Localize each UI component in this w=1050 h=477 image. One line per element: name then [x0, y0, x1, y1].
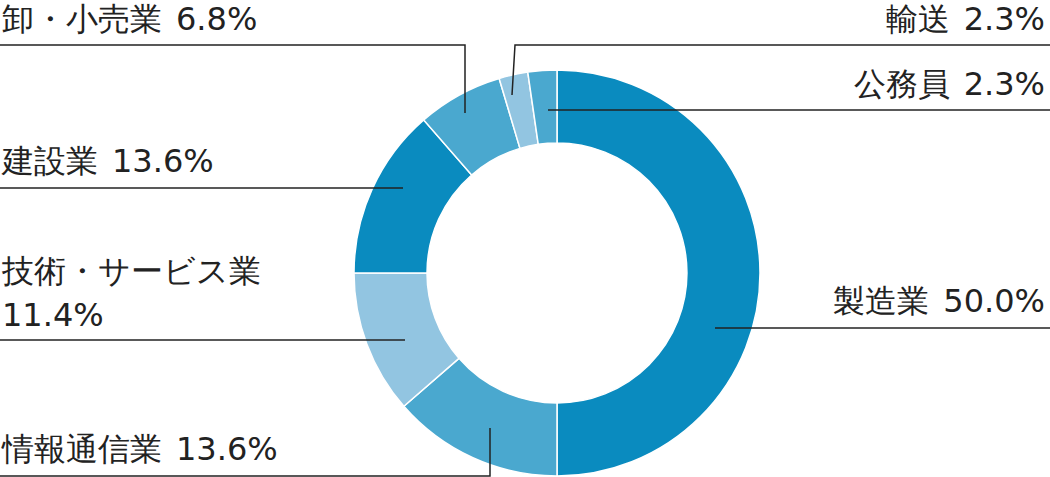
svg-text:技術・サービス業: 技術・サービス業 [8, 252, 261, 290]
svg-text:情報通信業13.6%: 情報通信業13.6% [8, 430, 278, 468]
svg-text:11.4%: 11.4% [8, 296, 104, 334]
svg-text:公務員2.3%: 公務員2.3% [854, 65, 1042, 103]
svg-text:卸・小売業6.8%: 卸・小売業6.8% [8, 0, 257, 38]
svg-text:輸送2.3%: 輸送2.3% [886, 0, 1042, 38]
svg-text:建設業13.6%: 建設業13.6% [8, 142, 214, 180]
svg-text:製造業50.0%: 製造業50.0% [833, 282, 1042, 320]
